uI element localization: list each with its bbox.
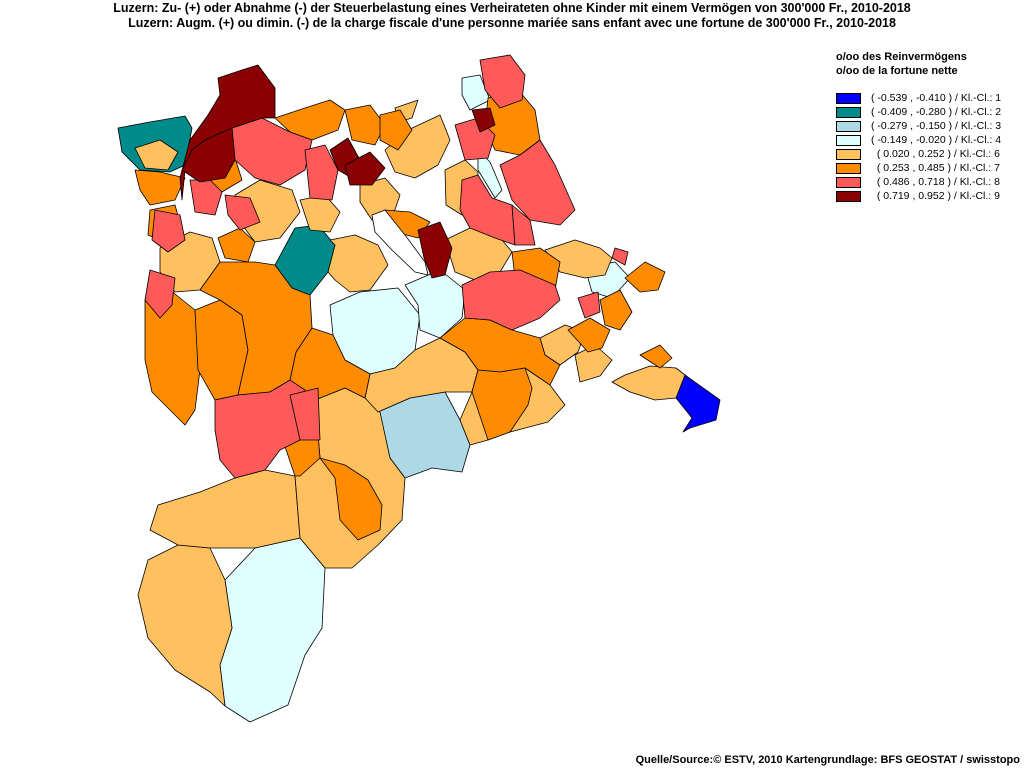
legend-swatch [836,191,861,202]
legend-label: ( 0.253 , 0.485 ) / Kl.-Cl.: 7 [871,162,1000,174]
legend-label: ( 0.486 , 0.718 ) / Kl.-Cl.: 8 [871,176,1000,188]
lake-regions [371,209,429,276]
legend-label: ( 0.020 , 0.252 ) / Kl.-Cl.: 6 [871,148,1000,160]
legend-header-de: o/oo des Reinvermögens [836,51,967,63]
legend-swatch [836,149,861,160]
legend-header-fr: o/oo de la fortune nette [836,65,958,77]
legend-label: ( 0.719 , 0.952 ) / Kl.-Cl.: 9 [871,190,1000,202]
class-9-regions [179,64,496,279]
source-credit: Quelle/Source:© ESTV, 2010 Kartengrundla… [635,754,1020,766]
legend-label: ( -0.279 , -0.150 ) / Kl.-Cl.: 3 [871,120,1002,132]
map-title-fr: Luzern: Augm. (+) ou dimin. (-) de la ch… [128,16,896,30]
legend-label: ( -0.409 , -0.280 ) / Kl.-Cl.: 2 [871,106,1002,118]
class-1-regions [675,374,721,433]
legend-label: ( -0.149 , -0.020 ) / Kl.-Cl.: 4 [871,134,1002,146]
legend-label: ( -0.539 , -0.410 ) / Kl.-Cl.: 1 [871,92,1002,104]
legend-swatch [836,163,861,174]
legend-swatch [836,93,861,104]
class-4-regions [219,74,631,723]
class-8-regions [144,54,629,479]
map-title-de: Luzern: Zu- (+) oder Abnahme (-) der Ste… [113,1,911,15]
legend-swatch [836,135,861,146]
legend-swatch [836,107,861,118]
legend-swatch [836,121,861,132]
legend-swatch [836,177,861,188]
